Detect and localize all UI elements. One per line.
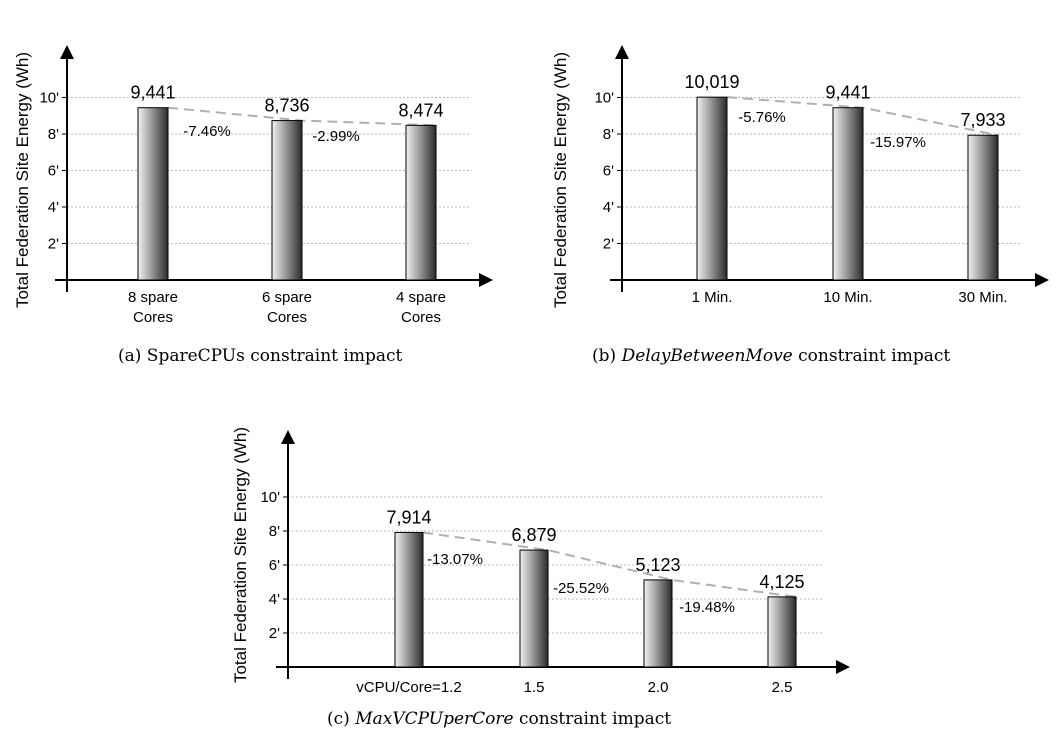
value-label: 7,914 bbox=[386, 507, 431, 527]
bar bbox=[271, 120, 303, 281]
change-label: -25.52% bbox=[553, 580, 609, 597]
value-label: 9,441 bbox=[130, 83, 175, 103]
bar bbox=[832, 107, 864, 281]
change-label: -7.46% bbox=[183, 123, 231, 140]
category-label: 6 spare bbox=[262, 289, 312, 306]
y-tick-label: 8' bbox=[269, 523, 280, 540]
category-label: Cores bbox=[401, 309, 441, 326]
y-tick-label: 8' bbox=[603, 126, 614, 143]
y-tick-label: 10' bbox=[260, 489, 280, 506]
bar bbox=[767, 596, 797, 668]
category-label: 8 spare bbox=[128, 289, 178, 306]
category-label: 4 spare bbox=[396, 289, 446, 306]
y-tick-label: 4' bbox=[48, 199, 59, 216]
chart-a: 2' 4' 6' 8' 10' 9,441 8 spare Cores 8,736 6 spare… bbox=[13, 45, 493, 366]
category-label: 2.5 bbox=[772, 679, 793, 696]
category-label: 30 Min. bbox=[958, 289, 1007, 306]
caption-prefix: (b) bbox=[592, 346, 622, 366]
y-tick-label: 4' bbox=[269, 591, 280, 608]
y-tick-label: 2' bbox=[48, 236, 59, 253]
y-tick-label: 6' bbox=[48, 163, 59, 180]
x-axis-arrow bbox=[1035, 273, 1049, 287]
value-label: 5,123 bbox=[635, 555, 680, 575]
change-label: -19.48% bbox=[679, 599, 735, 616]
y-axis-arrow bbox=[615, 45, 629, 59]
value-label: 6,879 bbox=[511, 525, 556, 545]
chart-c: 2' 4' 6' 8' 10' 7,914 vCPU/Core=1.2 6,879 1.5 5,1… bbox=[231, 427, 850, 729]
caption-suffix: constraint impact bbox=[245, 346, 403, 366]
bar bbox=[405, 124, 437, 281]
bar bbox=[394, 531, 424, 668]
y-tick-label: 4' bbox=[603, 199, 614, 216]
category-label: 1.5 bbox=[524, 679, 545, 696]
x-axis-arrow bbox=[479, 273, 493, 287]
y-tick-label: 2' bbox=[603, 236, 614, 253]
y-tick-label: 10' bbox=[594, 90, 614, 107]
y-axis-arrow bbox=[60, 45, 74, 59]
caption: (a) SpareCPUs constraint impact bbox=[118, 346, 403, 366]
y-tick-label: 2' bbox=[269, 625, 280, 642]
caption-suffix: constraint impact bbox=[793, 346, 951, 366]
change-label: -15.97% bbox=[870, 134, 926, 151]
bar bbox=[967, 134, 999, 281]
category-label: 2.0 bbox=[648, 679, 669, 696]
caption: (c) MaxVCPUperCore constraint impact bbox=[327, 709, 671, 729]
change-label: -5.76% bbox=[738, 109, 786, 126]
category-label: 1 Min. bbox=[692, 289, 733, 306]
category-label: vCPU/Core=1.2 bbox=[356, 679, 461, 696]
caption-prefix: (a) SpareCPUs bbox=[118, 346, 245, 366]
caption-italic: MaxVCPUperCore bbox=[354, 709, 513, 729]
bar bbox=[643, 579, 673, 668]
bar bbox=[696, 96, 728, 281]
category-label: Cores bbox=[267, 309, 307, 326]
y-tick-label: 6' bbox=[603, 163, 614, 180]
category-label: 10 Min. bbox=[823, 289, 872, 306]
y-tick-label: 10' bbox=[39, 90, 59, 107]
value-label: 8,736 bbox=[264, 96, 309, 116]
bar bbox=[137, 107, 169, 281]
value-label: 10,019 bbox=[684, 72, 739, 92]
category-label: Cores bbox=[133, 309, 173, 326]
y-tick-label: 6' bbox=[269, 557, 280, 574]
caption-suffix: constraint impact bbox=[514, 709, 672, 729]
chart-b: 2' 4' 6' 8' 10' 10,019 1 Min. 9,441 10 Min. 7,933… bbox=[551, 45, 1049, 366]
caption-italic: DelayBetweenMove bbox=[621, 346, 793, 366]
caption: (b) DelayBetweenMove constraint impact bbox=[592, 346, 950, 366]
value-label: 7,933 bbox=[960, 110, 1005, 130]
bar bbox=[519, 549, 549, 668]
value-label: 9,441 bbox=[825, 83, 870, 103]
value-label: 4,125 bbox=[759, 572, 804, 592]
y-axis-title: Total Federation Site Energy (Wh) bbox=[13, 52, 32, 308]
change-label: -13.07% bbox=[427, 551, 483, 568]
y-axis-title: Total Federation Site Energy (Wh) bbox=[231, 427, 250, 683]
y-axis-arrow bbox=[281, 430, 295, 444]
y-tick-label: 8' bbox=[48, 126, 59, 143]
change-label: -2.99% bbox=[312, 128, 360, 145]
value-label: 8,474 bbox=[398, 100, 443, 120]
x-axis-arrow bbox=[836, 660, 850, 674]
y-axis-title: Total Federation Site Energy (Wh) bbox=[551, 52, 570, 308]
caption-prefix: (c) bbox=[327, 709, 355, 729]
